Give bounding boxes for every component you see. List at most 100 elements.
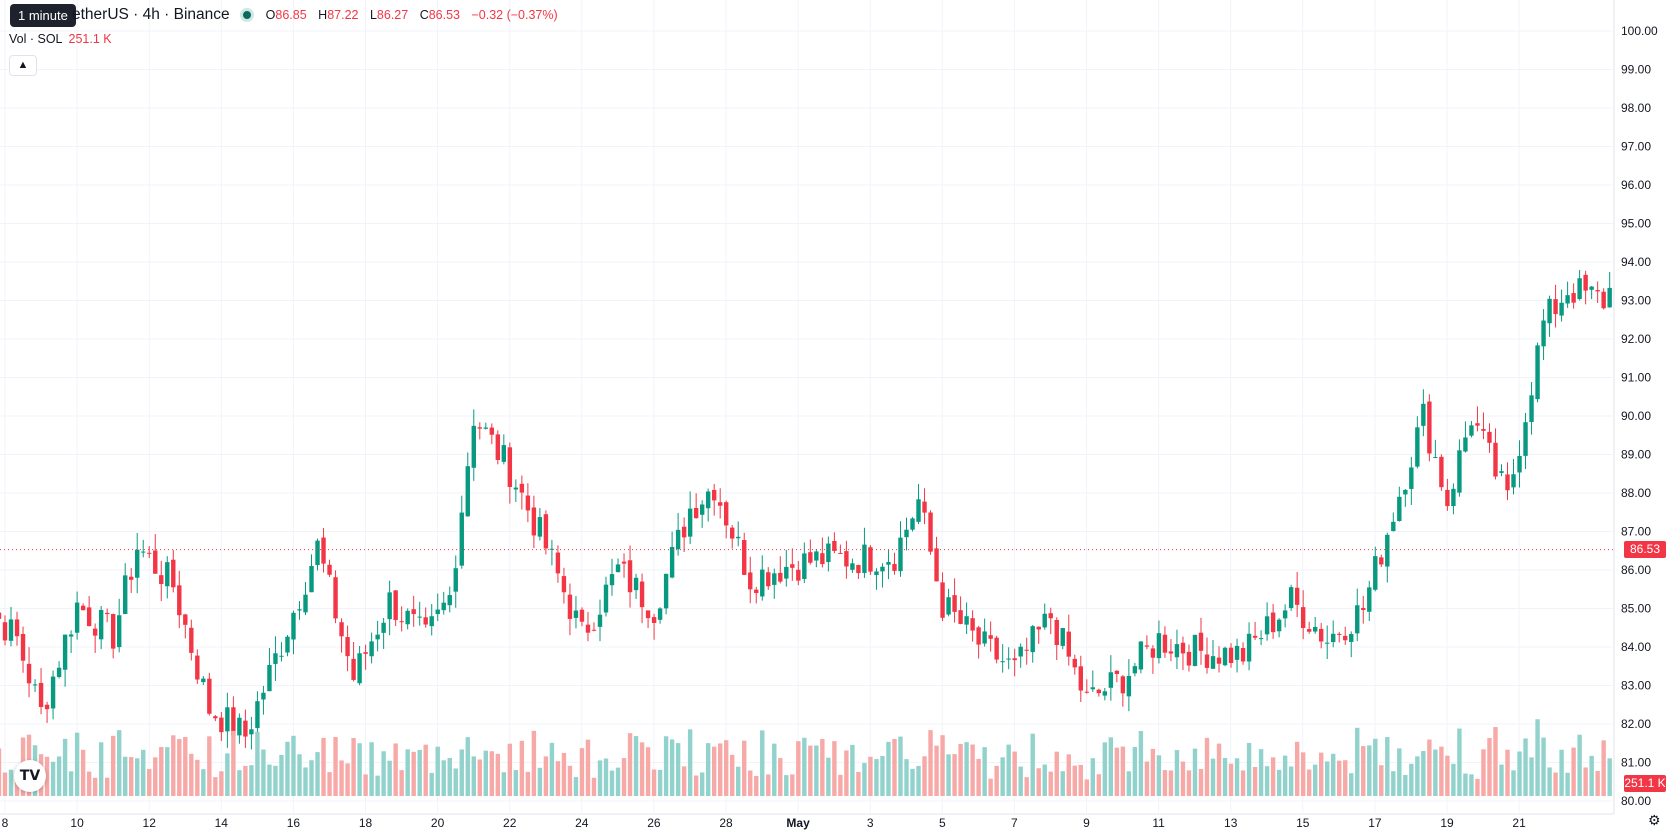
candle-body [621, 561, 627, 564]
volume-bar [1090, 758, 1096, 796]
candle-body [555, 552, 561, 574]
volume-bar [1559, 749, 1564, 796]
candle-body [609, 574, 615, 586]
candle-body [1385, 534, 1390, 567]
volume-bar [279, 754, 284, 796]
candle-body [711, 489, 717, 501]
volume-bar [1589, 755, 1594, 796]
candle-body [988, 635, 993, 639]
volume-bar [327, 772, 332, 796]
volume-bar [369, 742, 374, 796]
candle-body [1138, 641, 1144, 670]
candle-body [1174, 644, 1180, 658]
volume-bar [958, 743, 963, 796]
volume-bar [1000, 757, 1005, 796]
volume-bar [934, 745, 939, 796]
close-value: 86.53 [428, 8, 460, 22]
candle-body [153, 550, 158, 574]
volume-bar [567, 765, 573, 796]
x-tick-label: 9 [1083, 816, 1090, 830]
volume-bar [1487, 737, 1492, 796]
candle-body [447, 595, 452, 606]
tradingview-logo-icon[interactable]: TV [14, 760, 46, 792]
volume-bar [1024, 777, 1029, 796]
candle-body [1048, 613, 1053, 619]
candle-body [1102, 691, 1108, 696]
candle-body [1589, 286, 1594, 290]
market-status-icon[interactable] [239, 8, 254, 22]
volume-bar [724, 740, 729, 796]
candle-body [98, 609, 104, 640]
gear-icon[interactable]: ⚙ [1648, 812, 1661, 828]
volume-bar [1228, 763, 1234, 796]
y-tick-label: 87.00 [1621, 525, 1651, 539]
volume-bar [1385, 737, 1390, 796]
candle-body [754, 589, 759, 594]
candle-body [1162, 634, 1168, 653]
candle-body [1373, 556, 1378, 590]
volume-bar [285, 741, 290, 796]
symbol-legend[interactable]: etherUS · 4h · Binance O86.85 H87.22 L86… [72, 6, 566, 24]
candle-body [1066, 631, 1071, 657]
volume-bar [1433, 749, 1438, 796]
symbol-title[interactable]: etherUS · 4h · Binance [72, 6, 230, 23]
collapse-legend-button[interactable]: ▲ [9, 55, 37, 76]
candle-body [116, 615, 122, 648]
last-price-tag: 86.53 [1624, 541, 1666, 559]
candle-body [940, 582, 945, 618]
volume-bar [778, 758, 783, 796]
candle-body [561, 576, 567, 593]
candle-body [50, 676, 56, 709]
candle-body [952, 595, 957, 612]
candle-body [705, 491, 711, 509]
candle-body [135, 549, 140, 578]
volume-bar [297, 754, 302, 796]
volume-legend[interactable]: Vol · SOL 251.1 K [9, 32, 112, 46]
volume-bar [663, 736, 669, 796]
volume-bar [1276, 769, 1282, 796]
volume-bar [1114, 747, 1120, 796]
candle-body [808, 552, 813, 563]
candle-body [1523, 422, 1528, 456]
volume-bar [441, 760, 446, 796]
candle-body [261, 692, 266, 700]
volume-bar [56, 756, 62, 796]
volume-bar [717, 743, 723, 796]
candle-body [1126, 675, 1132, 697]
candle-body [237, 717, 242, 736]
candle-body [225, 707, 230, 732]
volume-bar [453, 768, 458, 796]
candle-body [2, 622, 8, 641]
volume-bar [273, 765, 278, 796]
volume-bar [1294, 741, 1300, 796]
volume-bar [802, 737, 807, 796]
volume-bar [1595, 770, 1600, 796]
volume-bar [1475, 778, 1480, 796]
volume-bar [363, 774, 368, 796]
volume-bar [832, 741, 837, 796]
x-tick-label: 8 [2, 816, 9, 830]
volume-bar [0, 748, 2, 796]
candle-body [1060, 628, 1065, 646]
candle-body [531, 507, 537, 536]
candle-body [1072, 658, 1077, 668]
x-tick-label: 3 [867, 816, 874, 830]
y-tick-label: 86.00 [1621, 563, 1651, 577]
candle-body [183, 614, 188, 625]
candle-body [1511, 474, 1516, 488]
volume-bar [1318, 752, 1324, 796]
volume-bar [1156, 755, 1162, 796]
last-volume-tag: 251.1 K [1624, 775, 1666, 792]
candle-body [579, 609, 585, 622]
volume-bar [171, 735, 176, 796]
volume-bar [333, 736, 338, 796]
candle-body [1258, 638, 1264, 640]
volume-bar [321, 737, 326, 796]
volume-bar [946, 754, 951, 796]
candle-body [1403, 489, 1408, 495]
volume-bar [465, 737, 470, 796]
candle-body [465, 466, 470, 517]
candle-body [994, 637, 999, 660]
y-tick-label: 82.00 [1621, 717, 1651, 731]
